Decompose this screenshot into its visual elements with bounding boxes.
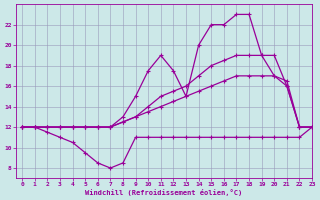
X-axis label: Windchill (Refroidissement éolien,°C): Windchill (Refroidissement éolien,°C) xyxy=(85,189,243,196)
